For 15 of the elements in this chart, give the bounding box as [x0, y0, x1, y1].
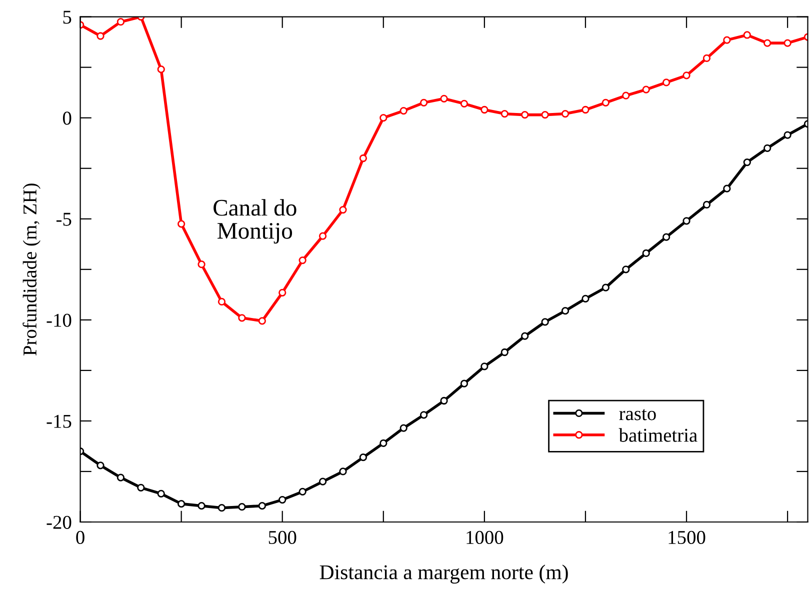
y-tick-label: 0: [62, 112, 72, 125]
annotation: Canal do Montijo: [214, 199, 296, 244]
legend-label: rasto: [619, 409, 656, 420]
y-tick-label: -15: [46, 414, 72, 428]
x-tick-label: 0: [76, 530, 84, 544]
y-tick-label: -20: [46, 516, 72, 529]
x-tick-label: 1000: [466, 530, 504, 544]
x-tick-label: 500: [268, 530, 296, 544]
y-tick-label: -5: [56, 212, 72, 226]
y-tick-label: -10: [46, 314, 72, 327]
y-axis-title: Profundidade (m, ZH): [22, 184, 40, 356]
legend-label: batimetria: [618, 428, 698, 442]
x-axis-title: Distancia a margem norte (m): [320, 564, 568, 584]
x-tick-label: 1500: [668, 530, 706, 544]
y-tick-label: 5: [63, 10, 72, 24]
